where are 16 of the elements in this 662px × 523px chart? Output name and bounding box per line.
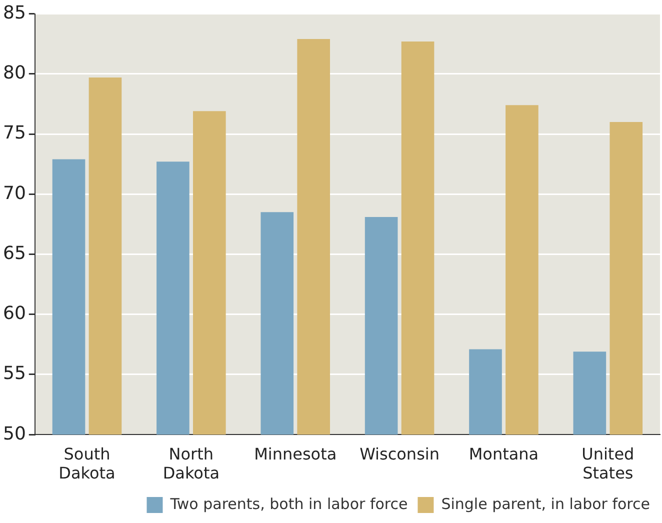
y-tick-label: 60 xyxy=(3,303,26,324)
x-tick-label: Wisconsin xyxy=(360,444,440,464)
y-tick-label: 80 xyxy=(3,62,26,84)
x-tick-label: United States xyxy=(582,444,634,483)
y-tick-label: 70 xyxy=(3,182,26,204)
x-tick-label: Minnesota xyxy=(254,444,337,464)
legend-label: Two parents, both in labor force xyxy=(169,494,408,513)
y-tick-label: 50 xyxy=(3,423,26,444)
x-tick-label: Montana xyxy=(468,444,539,464)
y-tick-label: 85 xyxy=(3,2,26,24)
y-tick-label: 75 xyxy=(3,122,26,144)
y-tick-label: 65 xyxy=(3,242,26,264)
legend-label: Single parent, in labor force xyxy=(441,494,650,513)
x-tick-label: North Dakota xyxy=(162,444,220,483)
y-tick-label: 55 xyxy=(3,363,26,384)
x-tick-label: South Dakota xyxy=(58,444,116,483)
